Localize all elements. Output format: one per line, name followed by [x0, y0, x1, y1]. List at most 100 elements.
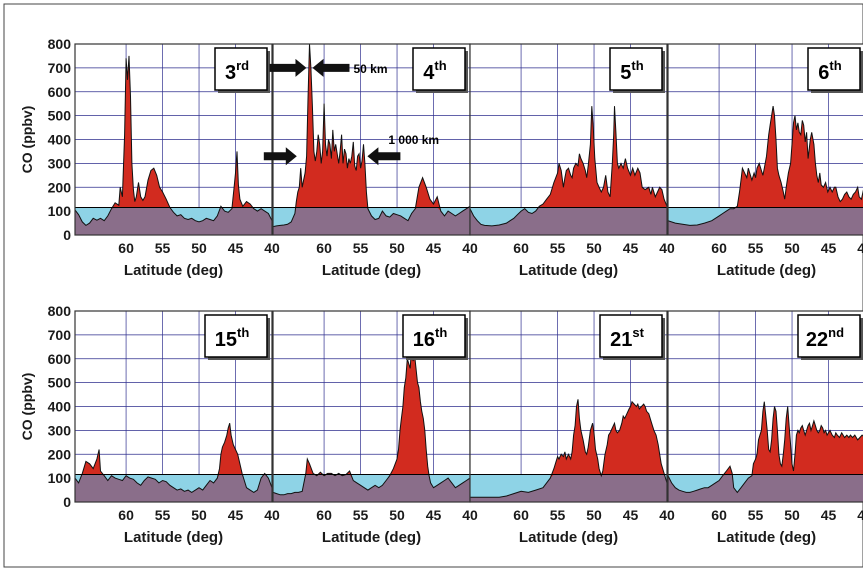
day-number: 6 [818, 62, 829, 84]
y-tick-label: 0 [63, 494, 71, 510]
x-tick-label: 40 [264, 507, 280, 523]
x-tick-label: 45 [228, 507, 244, 523]
y-tick-label: 700 [48, 327, 72, 343]
y-tick-label: 800 [48, 36, 72, 52]
x-axis-label: Latitude (deg) [124, 529, 223, 546]
x-axis-label: Latitude (deg) [717, 529, 816, 546]
arrow-50km-left [269, 58, 307, 77]
day-label: 6th [818, 58, 841, 84]
panel-3rd: 60 55 50 45 40 Latitude (deg) 3rd [74, 43, 280, 279]
day-suffix: th [631, 58, 643, 73]
x-tick-label: 40 [659, 507, 675, 523]
x-tick-label: 40 [462, 240, 478, 256]
series-group [668, 106, 863, 235]
co-area-high [668, 106, 863, 235]
panel-frame [469, 310, 668, 503]
x-tick-label: 55 [550, 240, 566, 256]
x-tick-label: 45 [623, 507, 639, 523]
panel-16th: 60 55 50 45 40 Latitude (deg) 16th [272, 310, 478, 546]
x-tick-label: 60 [316, 507, 332, 523]
day-label: 16th [413, 325, 448, 351]
co-series-line [273, 346, 470, 496]
co-area-low [668, 207, 863, 235]
day-label: 22nd [806, 325, 844, 351]
x-tick-label: 60 [711, 240, 727, 256]
y-tick-label: 300 [48, 155, 72, 171]
co-series-line [470, 106, 667, 227]
day-number: 3 [225, 62, 236, 84]
x-tick-label: 40 [462, 507, 478, 523]
y-tick-label: 100 [48, 470, 72, 486]
panel-frame [74, 43, 273, 236]
day-suffix: th [434, 58, 446, 73]
x-axis-label: Latitude (deg) [717, 262, 816, 279]
day-label-box [599, 314, 663, 358]
arrow-1000km-right [367, 147, 401, 166]
panel-frame [74, 310, 273, 503]
annotation-50km: 50 km [353, 62, 387, 76]
x-tick-label: 45 [821, 507, 837, 523]
y-tick-label: 700 [48, 60, 72, 76]
x-tick-label: 40 [264, 240, 280, 256]
panel-frame [667, 310, 863, 503]
co-series-line [470, 399, 667, 498]
y-tick-label: 400 [48, 399, 72, 415]
x-tick-label: 50 [389, 507, 405, 523]
x-tick-label: 55 [353, 507, 369, 523]
series-group [273, 346, 470, 502]
x-axis-label: Latitude (deg) [124, 262, 223, 279]
day-suffix: th [435, 325, 447, 340]
x-tick-label: 60 [711, 507, 727, 523]
co-area-low [668, 474, 863, 502]
co-series-line [668, 106, 863, 226]
day-label-box [412, 47, 466, 91]
day-label-box [807, 47, 861, 91]
day-label-box [214, 47, 268, 91]
x-tick-label: 50 [784, 507, 800, 523]
day-label: 4th [423, 58, 446, 84]
co-series-line [75, 55, 272, 227]
x-axis-label: Latitude (deg) [519, 262, 618, 279]
co-area-low [75, 207, 272, 235]
y-tick-label: 0 [63, 227, 71, 243]
co-area-high [273, 346, 470, 502]
panel-5th: 60 55 50 45 40 Latitude (deg) 5th [469, 43, 675, 279]
x-tick-label: 60 [513, 507, 529, 523]
day-suffix: th [829, 58, 841, 73]
y-tick-label: 200 [48, 179, 72, 195]
day-suffix: th [237, 325, 249, 340]
series-group [273, 44, 470, 235]
panel-frame [667, 43, 863, 236]
co-area-high [75, 55, 272, 235]
x-tick-label: 60 [316, 240, 332, 256]
x-tick-label: 50 [191, 240, 207, 256]
series-group [75, 423, 272, 502]
arrow-1000km-left [263, 147, 297, 166]
x-tick-label: 55 [155, 507, 171, 523]
x-tick-label: 40 [857, 240, 863, 256]
x-tick-label: 55 [748, 240, 764, 256]
y-tick-label: 200 [48, 446, 72, 462]
co-area-high [273, 44, 470, 235]
day-suffix: rd [236, 58, 249, 73]
day-label: 3rd [225, 58, 249, 84]
panel-frame [469, 43, 668, 236]
x-tick-label: 55 [353, 240, 369, 256]
annotation-1000km: 1 000 km [388, 133, 439, 147]
day-number: 22 [806, 329, 828, 351]
day-label-box [797, 314, 861, 358]
x-tick-label: 50 [586, 240, 602, 256]
day-label: 21st [610, 325, 644, 351]
panel-21st: 60 55 50 45 40 Latitude (deg) 21st [469, 310, 675, 546]
x-tick-label: 50 [784, 240, 800, 256]
y-tick-label: 500 [48, 108, 72, 124]
day-label: 15th [215, 325, 250, 351]
x-tick-label: 45 [426, 507, 442, 523]
y-axis-label: CO (ppbv) [19, 106, 35, 174]
arrow-50km-right [312, 58, 350, 77]
y-tick-label: 600 [48, 351, 72, 367]
day-number: 15 [215, 329, 237, 351]
co-series-line [668, 401, 863, 494]
panel-6th: 60 55 50 45 40 Latitude (deg) 6th [667, 43, 863, 279]
